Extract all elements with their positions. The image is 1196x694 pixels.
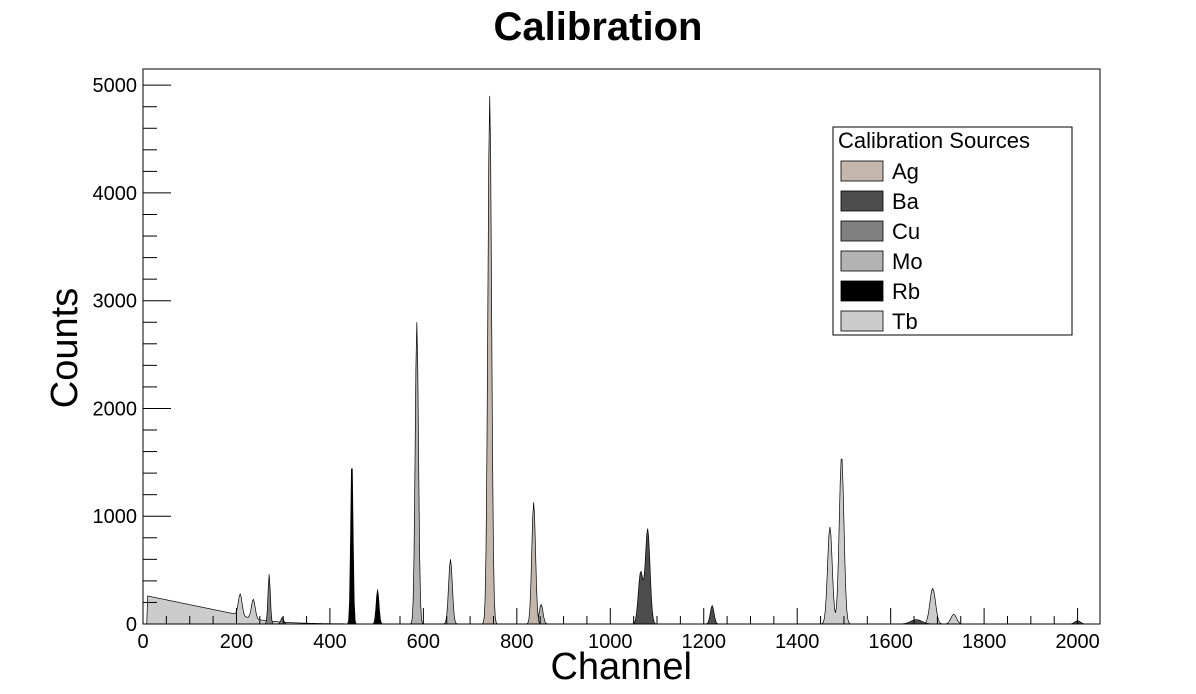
x-tick-label: 400 — [313, 631, 346, 653]
legend: Calibration Sources Ag Ba Cu Mo Rb Tb — [832, 126, 1073, 336]
y-axis: 0 1000 2000 3000 4000 5000 — [93, 75, 171, 636]
y-tick-label: 5000 — [93, 75, 138, 97]
x-tick-label: 1600 — [868, 631, 913, 653]
x-tick-label: 1200 — [681, 631, 726, 653]
x-tick-label: 2000 — [1055, 631, 1100, 653]
x-tick-label: 0 — [137, 631, 148, 653]
legend-swatch-rb — [840, 280, 884, 302]
x-tick-label: 200 — [220, 631, 253, 653]
chart-title: Calibration — [494, 5, 703, 49]
legend-label-mo: Mo — [892, 249, 923, 274]
series-tb — [143, 458, 1100, 625]
x-tick-label: 1400 — [775, 631, 820, 653]
legend-label-ag: Ag — [892, 159, 919, 184]
legend-label-rb: Rb — [892, 279, 920, 304]
series-mo — [143, 322, 1100, 625]
x-tick-label: 1000 — [588, 631, 633, 653]
plot-frame — [142, 68, 1101, 625]
y-tick-label: 0 — [126, 614, 137, 636]
x-axis: 0 200 400 600 800 1000 1200 1400 1600 1800 2000 — [137, 608, 1100, 653]
y-tick-label: 4000 — [93, 183, 138, 205]
legend-title: Calibration Sources — [838, 128, 1030, 153]
y-tick-label: 2000 — [93, 398, 138, 420]
x-axis-title: Channel — [550, 646, 692, 688]
legend-swatch-ag — [840, 160, 884, 182]
legend-swatch-tb — [840, 310, 884, 332]
y-tick-label: 3000 — [93, 291, 138, 313]
y-axis-title: Counts — [44, 288, 86, 408]
y-tick-label: 1000 — [93, 506, 138, 528]
legend-swatch-mo — [840, 250, 884, 272]
legend-label-ba: Ba — [892, 189, 920, 214]
series-rb — [143, 468, 1100, 625]
legend-label-cu: Cu — [892, 219, 920, 244]
x-tick-label: 1800 — [962, 631, 1007, 653]
legend-label-tb: Tb — [892, 309, 918, 334]
series-cu — [143, 574, 1100, 625]
legend-swatch-cu — [840, 220, 884, 242]
series-ba — [143, 528, 1100, 625]
x-tick-label: 800 — [500, 631, 533, 653]
x-tick-label: 600 — [407, 631, 440, 653]
legend-swatch-ba — [840, 190, 884, 212]
